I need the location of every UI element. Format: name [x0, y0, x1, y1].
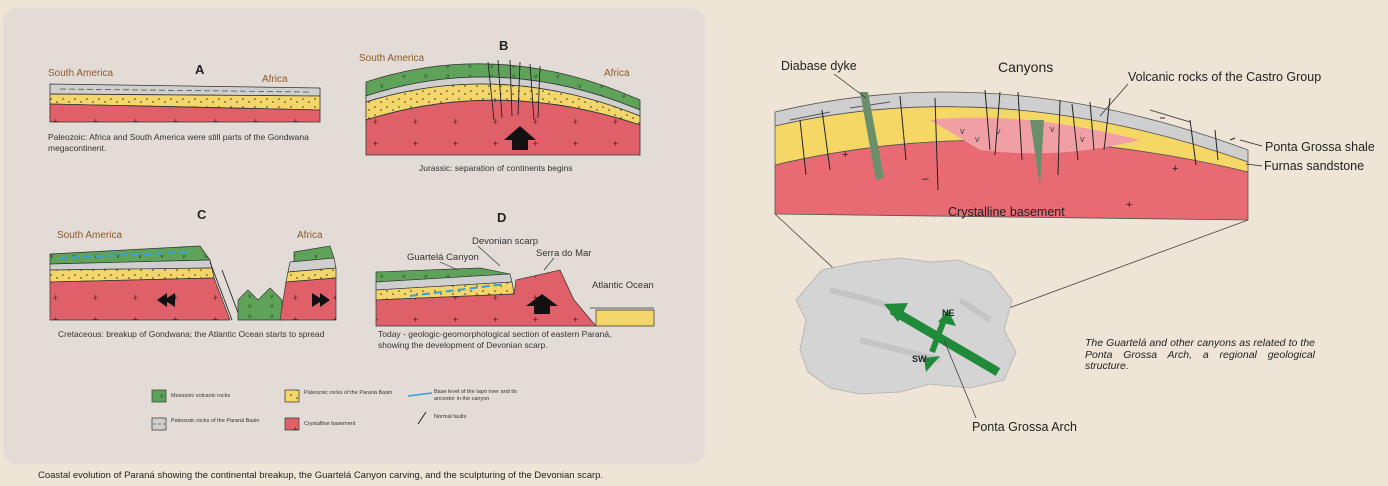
svg-text:v: v: [1050, 124, 1055, 134]
legend-base-level: Base level of the Iapó river and its anc…: [434, 389, 517, 402]
castro-group-label: Volcanic rocks of the Castro Group: [1128, 70, 1322, 84]
svg-text:+: +: [1126, 199, 1132, 211]
section-c: [49, 245, 337, 321]
legend-basement: Crystalline basement: [304, 421, 356, 427]
crystalline-basement-label: Crystalline basement: [948, 205, 1065, 219]
panel-c-africa-label: Africa: [297, 230, 323, 241]
canyon-cross-section: + – + + v v v v v: [774, 89, 1249, 221]
legend-swatches: [151, 389, 433, 431]
devonian-scarp-label: Devonian scarp: [472, 236, 539, 247]
svg-text:+: +: [842, 149, 848, 161]
left-arrow: [157, 293, 175, 307]
ne-label: NE: [942, 308, 955, 318]
figure-caption: Coastal evolution of Paraná showing the …: [38, 470, 604, 481]
section-a: [49, 83, 321, 123]
uplift-arrow: [504, 126, 536, 150]
right-arrow: [312, 293, 330, 307]
panel-a-africa-label: Africa: [262, 74, 288, 85]
panel-d-caption: Today - geologic-geomorphological sectio…: [378, 329, 612, 350]
svg-text:v: v: [975, 134, 980, 144]
ponta-grossa-shale-label: Ponta Grossa shale: [1265, 140, 1375, 154]
legend-normal-faults: Normal faults: [434, 414, 467, 420]
serra-do-mar-label: Serra do Mar: [536, 248, 592, 259]
diabase-dyke: [860, 92, 884, 180]
panel-a-south-america-label: South America: [48, 68, 114, 79]
panel-b-africa-label: Africa: [604, 68, 630, 79]
panel-b-south-america-label: South America: [359, 53, 425, 64]
parana-map: [795, 257, 1017, 419]
svg-text:–: –: [922, 171, 929, 185]
legend-volcanic: Mesozoic volcanic rocks: [171, 393, 231, 399]
section-d: [375, 245, 655, 327]
panel-d-letter: D: [497, 210, 507, 225]
panel-c-caption: Cretaceous: breakup of Gondwana; the Atl…: [58, 329, 325, 339]
legend-paleozoic-yellow: Paleozoic rocks of the Paraná Basin: [304, 390, 393, 396]
svg-text:v: v: [960, 126, 965, 136]
legend-paleozoic-grey: Paleozoic rocks of the Paraná Basin: [171, 418, 260, 424]
panel-a-caption: Paleozoic: Africa and South America were…: [48, 132, 309, 153]
panel-b-caption: Jurassic: separation of continents begin…: [419, 163, 573, 173]
panel-c-letter: C: [197, 207, 207, 222]
panel-a-letter: A: [195, 62, 205, 77]
map-note: The Guartelá and other canyons as relate…: [1085, 337, 1315, 372]
sw-label: SW: [912, 354, 927, 364]
svg-text:+: +: [1172, 163, 1178, 175]
atlantic-ocean-label: Atlantic Ocean: [592, 280, 654, 291]
panel-b-letter: B: [499, 38, 509, 53]
ponta-grossa-arch-label: Ponta Grossa Arch: [972, 420, 1077, 434]
section-b: [365, 59, 641, 156]
svg-text:v: v: [996, 126, 1001, 136]
furnas-sandstone-label: Furnas sandstone: [1264, 159, 1365, 173]
ponta-grossa-arch-axis: [889, 306, 1001, 376]
diabase-dyke-label: Diabase dyke: [781, 59, 857, 73]
canyons-label: Canyons: [998, 59, 1054, 75]
panel-c-south-america-label: South America: [57, 230, 123, 241]
svg-text:v: v: [1080, 134, 1085, 144]
basement-layer: [49, 103, 321, 123]
guartela-canyon-label: Guartelá Canyon: [407, 252, 479, 263]
